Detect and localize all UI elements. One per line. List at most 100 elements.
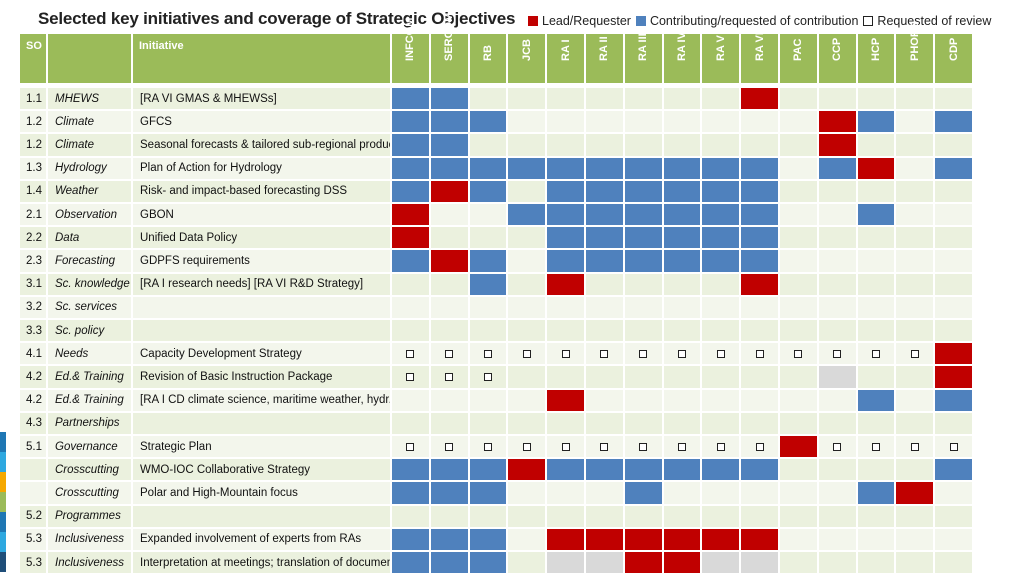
row-so xyxy=(20,482,48,506)
coverage-cell-lead xyxy=(663,552,703,576)
coverage-cell-contributing xyxy=(469,552,509,576)
coverage-cell-empty xyxy=(430,273,470,297)
coverage-cell-empty xyxy=(780,505,819,529)
coverage-cell-empty xyxy=(818,482,858,506)
row-initiative: WMO-IOC Collaborative Strategy xyxy=(133,459,392,483)
coverage-cell-contributing xyxy=(586,459,625,483)
coverage-cell-contributing xyxy=(392,111,431,135)
coverage-cell-empty xyxy=(818,459,858,483)
coverage-cell-empty xyxy=(780,111,819,135)
coverage-cell-contributing xyxy=(741,250,780,274)
coverage-cell-empty xyxy=(896,505,936,529)
header-label: HCP xyxy=(869,37,882,61)
coverage-cell-empty xyxy=(818,320,858,344)
coverage-cell-empty xyxy=(624,296,664,320)
legend-review-label: Requested of review xyxy=(877,14,992,28)
coverage-cell-empty xyxy=(586,366,625,390)
coverage-cell-empty xyxy=(624,366,664,390)
coverage-cell-empty xyxy=(508,412,548,436)
coverage-cell-empty xyxy=(857,366,897,390)
coverage-cell-empty xyxy=(508,505,548,529)
coverage-cell-contributing xyxy=(741,157,780,181)
header-label: SERCOM xyxy=(443,12,456,61)
coverage-cell-empty xyxy=(586,111,625,135)
coverage-cell-lead xyxy=(818,134,858,158)
review-checkbox-icon xyxy=(522,442,531,451)
coverage-cell-contributing xyxy=(508,157,548,181)
coverage-cell-empty xyxy=(469,134,509,158)
coverage-cell-contributing xyxy=(741,459,780,483)
coverage-cell-contributing xyxy=(430,111,470,135)
row-so: 4.1 xyxy=(20,343,48,367)
row-domain: Inclusiveness xyxy=(48,528,133,552)
coverage-cell-review xyxy=(663,343,703,367)
coverage-cell-empty xyxy=(857,459,897,483)
coverage-cell-empty xyxy=(818,505,858,529)
coverage-cell-contributing xyxy=(547,180,586,204)
coverage-cell-empty xyxy=(741,412,780,436)
coverage-cell-na xyxy=(818,366,858,390)
coverage-cell-contributing xyxy=(469,157,509,181)
coverage-cell-contributing xyxy=(624,180,664,204)
row-so xyxy=(20,459,48,483)
coverage-cell-empty xyxy=(741,366,780,390)
coverage-cell-empty xyxy=(935,320,974,344)
coverage-cell-contributing xyxy=(624,459,664,483)
header-rb: RB xyxy=(469,34,509,85)
coverage-cell-empty xyxy=(818,296,858,320)
coverage-cell-lead xyxy=(508,459,548,483)
coverage-cell-empty xyxy=(508,227,548,251)
coverage-cell-lead xyxy=(935,366,974,390)
coverage-cell-lead xyxy=(741,88,780,112)
coverage-cell-empty xyxy=(508,528,548,552)
coverage-cell-contributing xyxy=(702,157,742,181)
row-domain: Sc. policy xyxy=(48,320,133,344)
coverage-cell-review xyxy=(624,343,664,367)
coverage-cell-review xyxy=(430,343,470,367)
row-initiative: Revision of Basic Instruction Package xyxy=(133,366,392,390)
coverage-cell-na xyxy=(547,552,586,576)
coverage-cell-contributing xyxy=(469,180,509,204)
coverage-cell-review xyxy=(586,343,625,367)
coverage-cell-empty xyxy=(896,204,936,228)
row-initiative: Unified Data Policy xyxy=(133,227,392,251)
coverage-cell-empty xyxy=(508,552,548,576)
row-so: 1.3 xyxy=(20,157,48,181)
coverage-cell-review xyxy=(896,436,936,460)
review-checkbox-icon xyxy=(755,442,764,451)
page-title: Selected key initiatives and coverage of… xyxy=(38,9,516,28)
coverage-cell-lead xyxy=(392,227,431,251)
row-domain: Programmes xyxy=(48,505,133,529)
coverage-cell-review xyxy=(780,343,819,367)
row-so: 1.2 xyxy=(20,111,48,135)
coverage-cell-contributing xyxy=(469,111,509,135)
header-cdp: CDP xyxy=(935,34,974,85)
coverage-cell-empty xyxy=(896,273,936,297)
header-label: RA II xyxy=(598,36,611,61)
coverage-cell-empty xyxy=(469,88,509,112)
coverage-cell-empty xyxy=(896,250,936,274)
coverage-cell-empty xyxy=(430,505,470,529)
coverage-cell-empty xyxy=(508,482,548,506)
row-domain: Ed.& Training xyxy=(48,366,133,390)
review-checkbox-icon xyxy=(483,372,492,381)
coverage-cell-review xyxy=(392,343,431,367)
coverage-cell-contributing xyxy=(392,250,431,274)
header-domain xyxy=(48,34,133,85)
coverage-cell-review xyxy=(469,366,509,390)
coverage-cell-empty xyxy=(818,273,858,297)
header-label: JCB xyxy=(520,38,533,61)
coverage-cell-empty xyxy=(780,552,819,576)
coverage-cell-review xyxy=(818,343,858,367)
review-checkbox-icon xyxy=(483,442,492,451)
coverage-cell-empty xyxy=(586,412,625,436)
row-initiative xyxy=(133,296,392,320)
coverage-cell-empty xyxy=(508,250,548,274)
review-checkbox-icon xyxy=(910,442,919,451)
row-so: 3.1 xyxy=(20,273,48,297)
coverage-cell-empty xyxy=(469,204,509,228)
coverage-cell-empty xyxy=(702,111,742,135)
review-checkbox-icon xyxy=(871,442,880,451)
coverage-cell-contributing xyxy=(624,204,664,228)
row-initiative: [RA I CD climate science, maritime weath… xyxy=(133,389,392,413)
